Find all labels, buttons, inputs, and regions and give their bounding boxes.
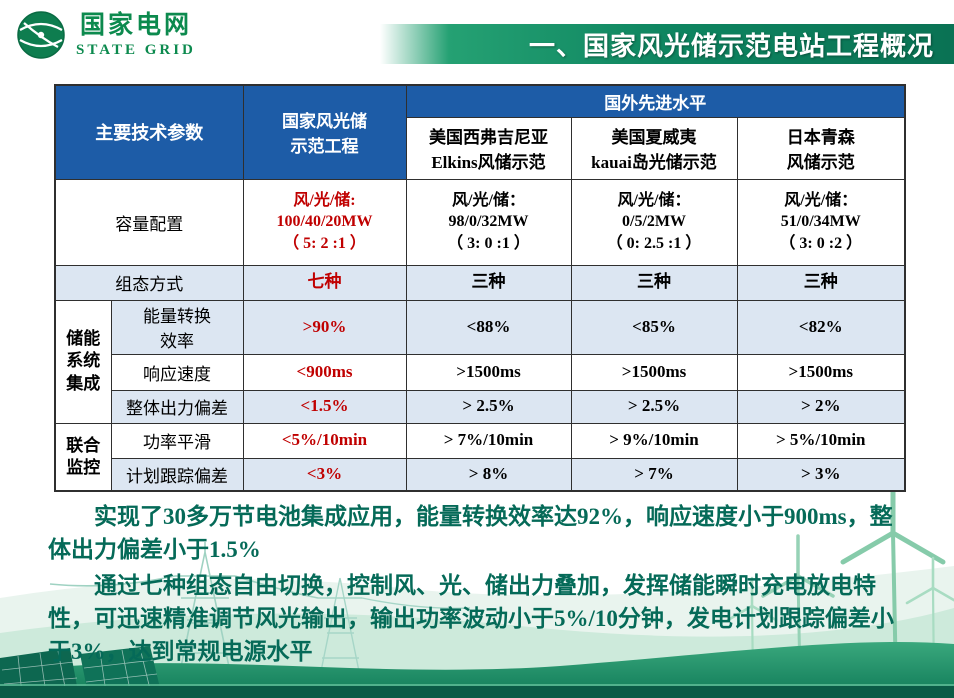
value-cell: >90%: [242, 299, 407, 355]
value-cell: > 2.5%: [570, 389, 738, 424]
row-label: 能量转换 效率: [110, 299, 244, 355]
value-cell: 风/光/储: 100/40/20MW （ 5: 2 :1 ）: [242, 178, 407, 266]
value-cell: > 8%: [405, 457, 572, 492]
page-title: 一、国家风光储示范电站工程概况: [528, 30, 934, 61]
logo-name-en: STATE GRID: [76, 41, 196, 58]
state-grid-logo: 国家电网 STATE GRID: [16, 10, 196, 60]
value-cell: >1500ms: [570, 353, 738, 391]
value-cell: 风/光/储： 51/0/34MW （ 3: 0 :2 ）: [736, 178, 906, 266]
title-band: 一、国家风光储示范电站工程概况: [380, 24, 954, 64]
value-cell: >1500ms: [736, 353, 906, 391]
summary-paragraph-1: 实现了30多万节电池集成应用，能量转换效率达92%，响应速度小于900ms，整体…: [48, 504, 893, 562]
table-row-capacity: 容量配置 风/光/储: 100/40/20MW （ 5: 2 :1 ） 风/光/…: [54, 178, 906, 266]
row-label: 整体出力偏差: [110, 389, 244, 424]
value-cell: <88%: [405, 299, 572, 355]
summary-paragraph-2: 通过七种组态自由切换，控制风、光、储出力叠加，发挥储能瞬时充电放电特性，可迅速精…: [48, 573, 894, 664]
value-cell: > 3%: [736, 457, 906, 492]
value-cell: > 5%/10min: [736, 422, 906, 459]
comparison-table: 主要技术参数 国家风光储 示范工程 国外先进水平 美国西弗吉尼亚 Elkins风…: [54, 84, 906, 492]
value-cell: 七种: [242, 264, 407, 301]
value-cell: 风/光/储： 0/5/2MW （ 0: 2.5 :1 ）: [570, 178, 738, 266]
table-row-output-deviation: 整体出力偏差 <1.5% > 2.5% > 2.5% > 2%: [55, 389, 906, 424]
col-header-aomori: 日本青森 风储示范: [736, 116, 906, 180]
value-cell: <1.5%: [242, 389, 407, 424]
value-cell: > 2%: [736, 389, 906, 424]
table-row-power-smoothing: 联合 监控 功率平滑 <5%/10min > 7%/10min > 9%/10m…: [54, 422, 906, 492]
table-row-configuration: 组态方式 七种 三种 三种 三种: [54, 264, 906, 301]
group-label-joint-monitoring: 联合 监控: [54, 422, 112, 492]
row-label: 容量配置: [54, 178, 244, 266]
group-label-storage-integration: 储能 系统 集成: [54, 299, 112, 424]
value-cell: > 7%: [570, 457, 738, 492]
table-row-response-speed: 响应速度 <900ms >1500ms >1500ms >1500ms: [55, 353, 906, 391]
col-header-elkins: 美国西弗吉尼亚 Elkins风储示范: [405, 116, 572, 180]
summary-section: 实现了30多万节电池集成应用，能量转换效率达92%，响应速度小于900ms，整体…: [48, 500, 912, 671]
table-row-tracking-deviation: 计划跟踪偏差 <3% > 8% > 7% > 3%: [55, 457, 906, 492]
state-grid-logo-icon: [17, 11, 65, 59]
row-label: 组态方式: [54, 264, 244, 301]
table-header-row: 主要技术参数 国家风光储 示范工程 国外先进水平: [54, 84, 906, 180]
value-cell: > 2.5%: [405, 389, 572, 424]
value-cell: <900ms: [242, 353, 407, 391]
value-cell: > 7%/10min: [405, 422, 572, 459]
value-cell: 三种: [405, 264, 572, 301]
value-cell: 三种: [736, 264, 906, 301]
col-header-national-project: 国家风光储 示范工程: [242, 84, 407, 180]
value-cell: > 9%/10min: [570, 422, 738, 459]
table-row-efficiency: 储能 系统 集成 能量转换 效率 >90% <88% <85% <82%: [54, 299, 906, 424]
col-header-foreign-group: 国外先进水平: [405, 84, 906, 118]
value-cell: <82%: [736, 299, 906, 355]
col-header-parameters: 主要技术参数: [54, 84, 244, 180]
value-cell: <85%: [570, 299, 738, 355]
logo-name-cn: 国家电网: [79, 11, 192, 39]
logo-text: 国家电网 STATE GRID: [76, 11, 196, 58]
value-cell: <5%/10min: [242, 422, 407, 459]
value-cell: <3%: [242, 457, 407, 492]
col-header-kauai: 美国夏威夷 kauai岛光储示范: [570, 116, 738, 180]
value-cell: >1500ms: [405, 353, 572, 391]
value-cell: 三种: [570, 264, 738, 301]
table-subheader-row: 美国西弗吉尼亚 Elkins风储示范 美国夏威夷 kauai岛光储示范 日本青森…: [55, 116, 906, 180]
row-label: 响应速度: [110, 353, 244, 391]
value-cell: 风/光/储： 98/0/32MW （ 3: 0 :1 ）: [405, 178, 572, 266]
row-label: 功率平滑: [110, 422, 244, 459]
header-bar: 一、国家风光储示范电站工程概况 国家电网 STATE GRID: [0, 0, 954, 80]
row-label: 计划跟踪偏差: [110, 457, 244, 492]
